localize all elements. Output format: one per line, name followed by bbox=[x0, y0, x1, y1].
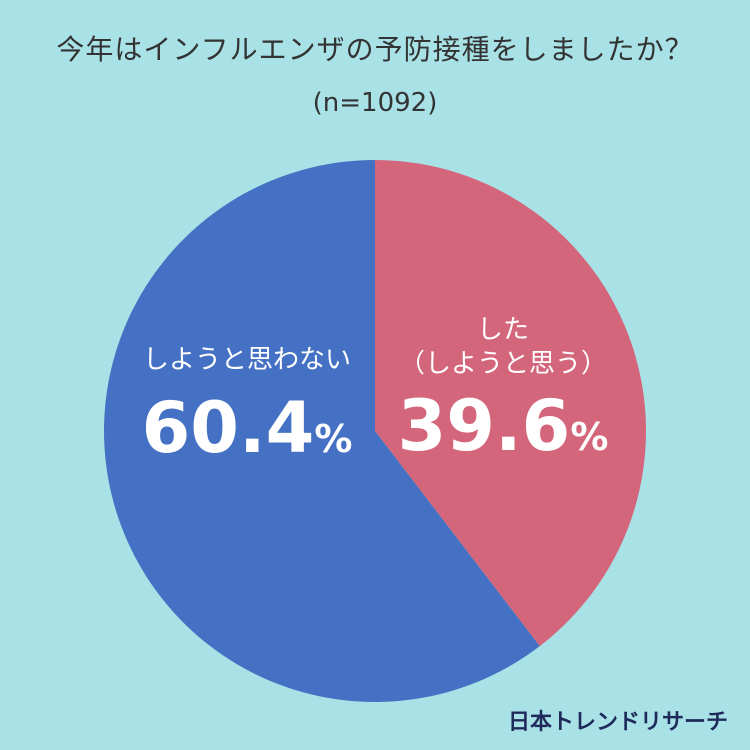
slice-value-unit-1: % bbox=[570, 415, 608, 459]
slice-label-2-line-1: しようと思わない bbox=[143, 345, 351, 375]
slice-label-1-line-1: した bbox=[477, 315, 529, 345]
pie-labels: した （しようと思う） 39.6% しようと思わない 60.4% bbox=[142, 315, 609, 469]
pie-slice-2 bbox=[103, 160, 540, 702]
slice-value-number-1: 39.6 bbox=[398, 385, 571, 467]
slice-value-2: 60.4% bbox=[142, 387, 353, 469]
slice-value-unit-2: % bbox=[314, 417, 352, 461]
slice-label-1-line-2: （しようと思う） bbox=[399, 349, 607, 379]
pie-slices bbox=[103, 160, 646, 702]
brand-logo: 日本トレンドリサーチ bbox=[507, 710, 728, 735]
chart-title: 今年はインフルエンザの予防接種をしましたか？ bbox=[56, 33, 694, 66]
slice-value-number-2: 60.4 bbox=[142, 387, 315, 469]
slice-value-1: 39.6% bbox=[398, 385, 609, 467]
pie-slice-1 bbox=[375, 160, 646, 647]
chart-subtitle: (n=1092) bbox=[312, 88, 438, 118]
